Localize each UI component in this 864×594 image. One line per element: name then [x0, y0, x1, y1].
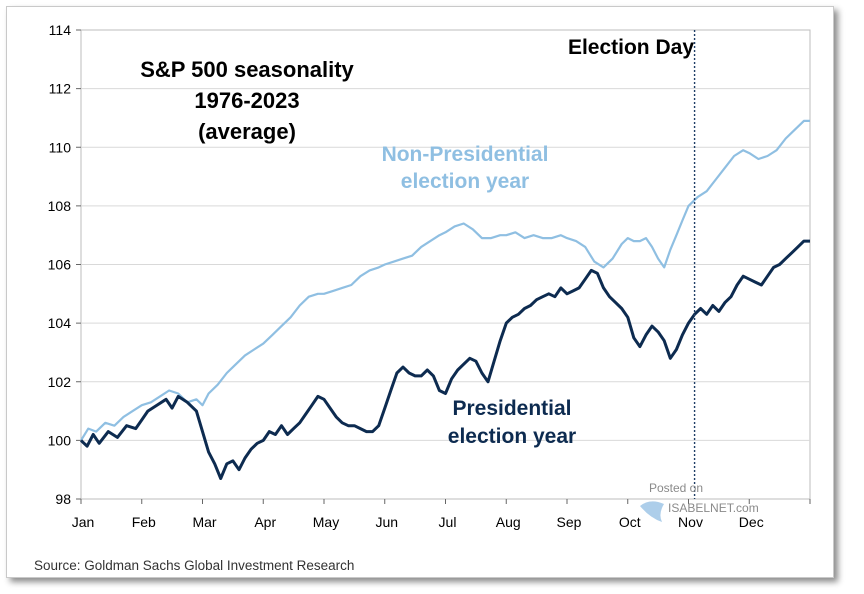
watermark-line-1: Posted on [649, 481, 703, 495]
x-tick-label-oct: Oct [619, 514, 641, 530]
non-presidential-label-line-2: election year [401, 170, 529, 193]
x-tick-label-nov: Nov [678, 514, 703, 530]
watermark-line-2: ISABELNET.com [668, 501, 759, 515]
y-tick-label-114: 114 [49, 22, 72, 38]
x-tick-label-sep: Sep [557, 514, 582, 530]
chart-title-line-1: S&P 500 seasonality [140, 57, 354, 82]
y-tick-label-110: 110 [49, 139, 72, 155]
x-tick-label-jul: Jul [439, 514, 457, 530]
x-tick-label-aug: Aug [496, 514, 521, 530]
x-tick-label-dec: Dec [739, 514, 764, 530]
presidential-line [79, 239, 810, 480]
x-tick-label-jan: Jan [72, 514, 95, 530]
y-tick-label-106: 106 [48, 257, 72, 273]
y-tick-label-100: 100 [48, 432, 72, 448]
y-tick-label-98: 98 [55, 491, 71, 507]
y-tick-label-112: 112 [49, 81, 72, 97]
x-tick-label-apr: Apr [254, 514, 276, 530]
x-tick-label-mar: Mar [192, 514, 216, 530]
x-tick-label-may: May [313, 514, 339, 530]
y-axis-ticks: 98 100 102 104 106 108 110 112 114 [48, 22, 81, 507]
series-lines [79, 119, 810, 480]
election-day-label: Election Day [568, 36, 694, 59]
x-tick-label-feb: Feb [132, 514, 156, 530]
watermark-logo-icon [640, 501, 664, 522]
presidential-label-line-1: Presidential [452, 397, 571, 420]
y-tick-label-104: 104 [48, 315, 72, 331]
chart-title-line-2: 1976-2023 [194, 88, 299, 113]
x-axis-ticks: Jan Feb Mar Apr May Jun Jul Aug Sep Oct Nov Dec [72, 499, 811, 530]
source-note: Source: Goldman Sachs Global Investment … [34, 558, 354, 573]
x-tick-label-jun: Jun [375, 514, 398, 530]
non-presidential-line [80, 119, 810, 441]
y-tick-label-108: 108 [48, 198, 72, 214]
presidential-label-line-2: election year [448, 425, 576, 448]
non-presidential-label-line-1: Non-Presidential [382, 143, 549, 166]
y-tick-label-102: 102 [48, 374, 72, 390]
chart-title-line-3: (average) [198, 119, 296, 144]
